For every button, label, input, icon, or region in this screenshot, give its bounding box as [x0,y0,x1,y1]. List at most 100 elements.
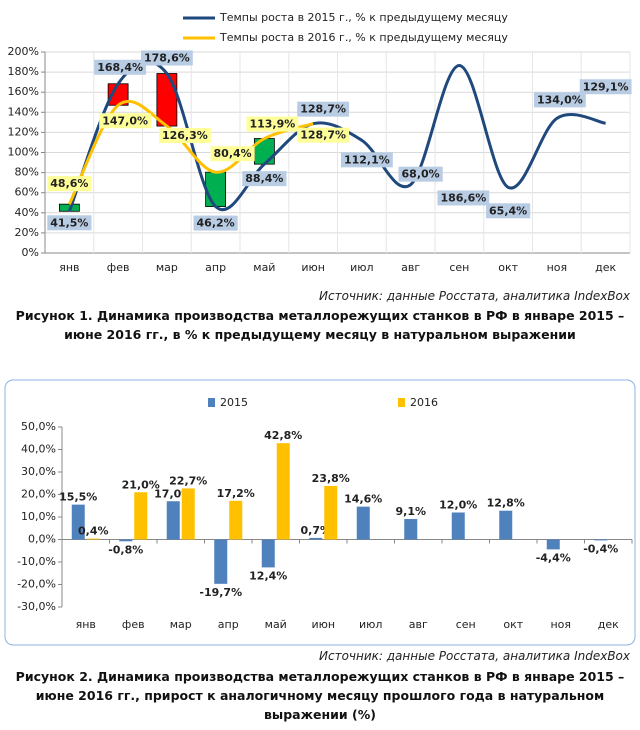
legend-swatch [398,398,405,407]
x-tick-label: мар [156,261,178,274]
x-tick-label: апр [205,261,226,274]
up-down-bar [205,171,227,207]
y-tick-label: 120% [8,125,39,138]
x-tick-label: дек [595,261,616,274]
bar [71,504,85,540]
data-label: 46,2% [197,217,235,230]
bar [404,519,418,540]
data-label: 147,0% [102,114,148,127]
x-tick-label: ноя [547,261,568,274]
x-tick-label: ноя [550,618,571,631]
y-tick-label: 200% [8,45,39,58]
data-label: 48,6% [50,177,88,190]
bar [119,539,133,542]
data-label: 41,5% [50,216,88,229]
legend-label: 2015 [220,396,248,409]
bar [356,506,370,540]
data-label: 168,4% [97,61,143,74]
data-label: -4,4% [536,551,571,564]
up-down-bar [156,73,178,127]
data-label-box [242,171,287,187]
y-tick-label: 100% [8,146,39,159]
bar [214,539,228,584]
y-tick-label: 180% [8,65,39,78]
data-label: -0,8% [108,543,143,556]
data-label-box [99,113,152,129]
y-tick-label: -30,0% [17,600,56,613]
data-label: 88,4% [245,172,283,185]
data-label-box [210,146,255,162]
data-label-box [47,176,92,192]
x-tick-label: сен [449,261,469,274]
data-label: 0,7% [300,524,331,537]
y-tick-label: 60% [15,186,39,199]
y-tick-label: 20,0% [21,488,56,501]
caption: Рисунок 1. Динамика производства металло… [15,308,625,342]
y-tick-label: 160% [8,85,39,98]
data-label: 129,1% [583,80,629,93]
bar [181,488,195,540]
data-label-box [94,59,147,75]
y-tick-label: 80% [15,166,39,179]
x-tick-label: янв [59,261,79,274]
x-tick-label: авг [409,618,428,631]
bar [86,538,100,540]
bar [594,539,608,541]
bar [276,443,290,540]
data-label: 134,0% [537,93,583,106]
chart-frame [4,379,636,646]
bar [134,492,148,540]
x-tick-label: авг [401,261,420,274]
data-label: 65,4% [489,204,527,217]
data-label: 178,6% [144,52,190,65]
bar [546,539,560,550]
x-tick-label: май [265,618,287,631]
data-label: -19,7% [199,586,242,599]
data-label-box [158,128,211,144]
x-tick-label: июн [311,618,335,631]
legend-swatch [208,398,215,407]
y-tick-label: -20,0% [17,578,56,591]
bar [229,500,243,540]
y-tick-label: 0% [22,246,39,259]
data-label: 14,6% [344,493,382,506]
x-tick-label: сен [456,618,476,631]
data-label-box [140,50,193,66]
y-tick-label: 40% [15,206,39,219]
data-label: 17,2% [217,487,255,500]
x-tick-label: фев [122,618,145,631]
x-tick-label: окт [498,261,518,274]
y-tick-label: -10,0% [17,555,56,568]
legend-label: Темпы роста в 2016 г., % к предыдущему м… [219,31,508,44]
data-label: 128,7% [300,129,346,142]
data-label-box [486,203,531,219]
data-label-box [579,79,632,95]
x-tick-label: апр [218,618,239,631]
legend-label: Темпы роста в 2015 г., % к предыдущему м… [219,11,508,24]
bar [324,485,338,540]
data-label-box [533,92,586,108]
data-label-box [297,101,350,117]
data-label: 15,5% [59,491,97,504]
x-tick-label: май [253,261,275,274]
x-tick-label: фев [107,261,130,274]
data-label: 23,8% [312,472,350,485]
data-label-box [193,215,238,231]
x-tick-label: июл [359,618,382,631]
x-tick-label: мар [170,618,192,631]
bar [499,510,513,540]
x-tick-label: июл [350,261,373,274]
data-label: 22,7% [169,474,207,487]
data-label: 9,1% [395,505,426,518]
x-tick-label: июн [301,261,325,274]
data-label-box [437,190,490,206]
source: Источник: данные Росстата, аналитика Ind… [319,289,630,303]
y-tick-label: 50,0% [21,420,56,433]
data-label: 12,8% [487,497,525,510]
data-label: 12,0% [439,499,477,512]
y-tick-label: 0,0% [28,533,56,546]
bar [166,501,180,540]
x-tick-label: янв [76,618,96,631]
y-tick-label: 10,0% [21,510,56,523]
data-label: -0,4% [583,542,618,555]
